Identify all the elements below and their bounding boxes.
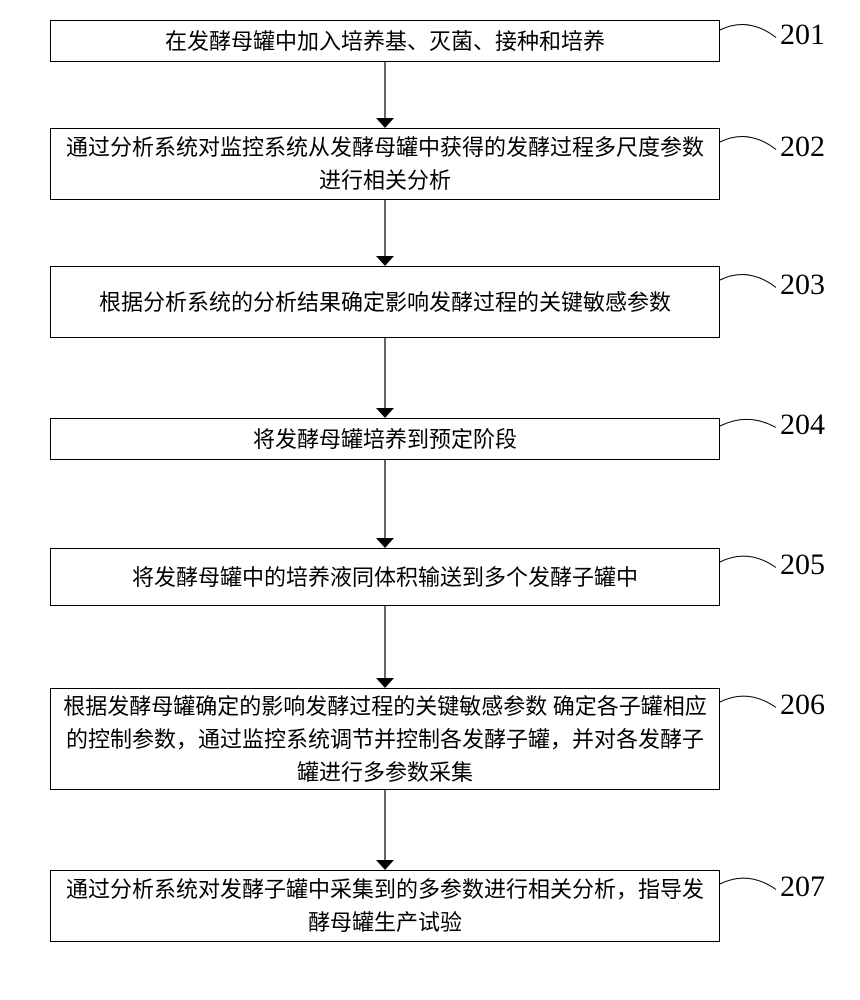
flow-arrow <box>0 0 860 1000</box>
flowchart-canvas: 在发酵母罐中加入培养基、灭菌、接种和培养201通过分析系统对监控系统从发酵母罐中… <box>0 0 860 1000</box>
